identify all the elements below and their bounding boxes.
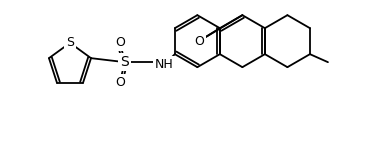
Text: S: S bbox=[66, 36, 74, 49]
Text: NH: NH bbox=[155, 58, 174, 71]
Text: S: S bbox=[120, 55, 129, 69]
Text: O: O bbox=[194, 35, 204, 48]
Text: O: O bbox=[115, 76, 125, 89]
Text: O: O bbox=[115, 36, 125, 49]
